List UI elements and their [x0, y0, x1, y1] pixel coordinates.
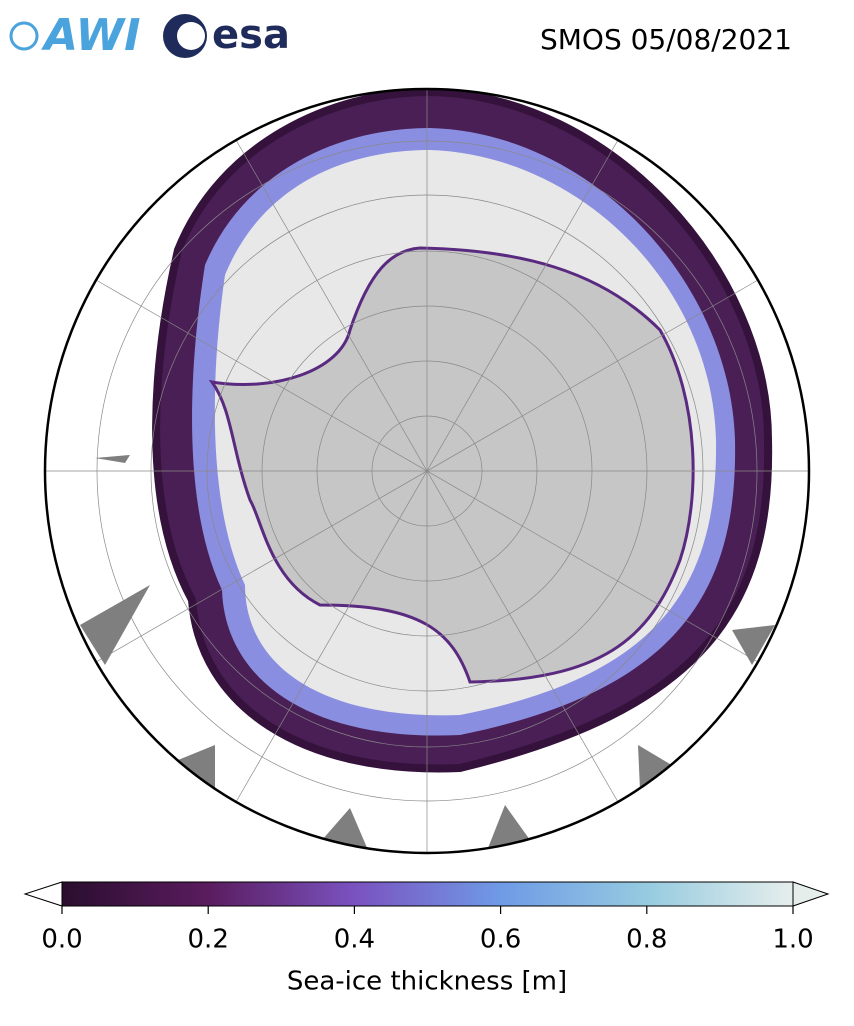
map-frame — [43, 87, 811, 855]
colorbar-tick-label: 0.8 — [626, 925, 667, 955]
logo-text: AWI — [41, 10, 141, 61]
colorbar-label: Sea-ice thickness [m] — [287, 967, 567, 997]
colorbar-tick-label: 0.2 — [188, 925, 229, 955]
graticule — [45, 89, 809, 853]
colorbar — [23, 881, 830, 907]
colorbar-tick-label: 1.0 — [772, 925, 813, 955]
map — [45, 89, 809, 853]
title: SMOS 05/08/2021 — [540, 23, 792, 56]
colorbar-tick-label: 0.0 — [41, 925, 82, 955]
logo-awi: AWI — [9, 10, 141, 61]
land-outside — [80, 455, 775, 850]
logo-text: esa — [212, 12, 290, 58]
colorbar-extend — [23, 881, 63, 907]
logo-esa: esa — [163, 12, 290, 58]
colorbar-tick-label: 0.4 — [334, 925, 375, 955]
continent — [208, 246, 695, 684]
colorbar-bar — [61, 881, 794, 907]
colorbar-extend — [792, 881, 830, 907]
colorbar-tick-label: 0.6 — [480, 925, 521, 955]
